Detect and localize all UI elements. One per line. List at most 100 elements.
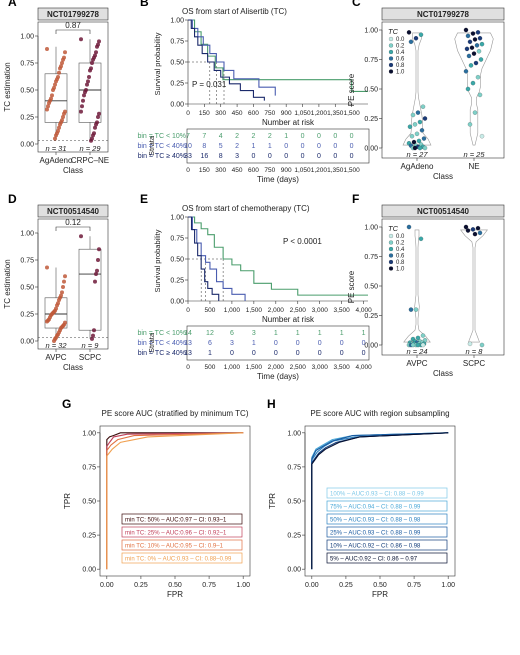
data-point [463, 224, 469, 230]
x-tick-label: 1,000 [224, 307, 241, 314]
strip-title: NCT01799278 [47, 10, 100, 19]
at-risk-count: 0 [301, 153, 305, 160]
x-axis-label: Class [63, 363, 83, 372]
risk-table-frame [186, 128, 370, 164]
x-tick-label: 0.00 [305, 582, 319, 589]
at-risk-count: 12 [206, 330, 214, 337]
data-point [475, 74, 481, 80]
x-tick-label: 900 [281, 110, 292, 117]
strip [37, 7, 109, 21]
data-point [60, 61, 64, 65]
at-risk-count: 3 [230, 340, 234, 347]
x-tick-label: 0.25 [134, 582, 148, 589]
data-point [91, 57, 95, 62]
y-tick-label: 0.25 [170, 81, 184, 88]
y-tick-label: 0.50 [287, 499, 301, 506]
at-risk-count: 2 [235, 133, 239, 140]
data-point [90, 336, 94, 341]
at-risk-count: 0 [362, 350, 366, 357]
y-tick-label: 0.75 [364, 57, 378, 64]
data-point [95, 268, 99, 273]
risk-x-tick-label: 1,200 [311, 167, 328, 174]
y-axis-label: PE score [347, 270, 356, 303]
data-point [466, 53, 472, 59]
data-point [406, 224, 412, 230]
data-point [470, 227, 476, 232]
y-tick-label: 1.00 [364, 225, 378, 232]
data-point [479, 133, 485, 139]
at-risk-count: 0 [333, 133, 337, 140]
data-point [463, 27, 469, 33]
plot-frame [37, 218, 109, 350]
legend-label: 0.6 [396, 254, 405, 260]
y-tick-label: 0.00 [364, 343, 378, 350]
at-risk-count: 0 [301, 143, 305, 150]
legend-label: 10% – AUC:0.92 – CI: 0.86 – 0.98 [330, 544, 421, 550]
roc-curve [106, 432, 244, 570]
data-point [477, 230, 483, 236]
x-tick-label: 1,500 [246, 307, 263, 314]
data-point [45, 319, 49, 324]
data-point [422, 116, 428, 121]
x-tick-label: 2,500 [290, 307, 307, 314]
strata-label: bin = TC < 10% [137, 330, 186, 337]
x-tick-label: AVPC [406, 359, 427, 368]
data-point [467, 341, 473, 347]
strip [381, 204, 505, 218]
data-point [471, 51, 477, 56]
data-point [470, 31, 476, 36]
at-risk-count: 7 [186, 133, 190, 140]
risk-table-frame [186, 325, 370, 361]
data-point [50, 93, 54, 98]
legend-label: 5% – AUC:0.92 – CI: 0.86 – 0.97 [330, 557, 418, 563]
y-tick-label: 0.25 [82, 533, 96, 540]
data-point [463, 69, 469, 74]
y-tick-label: 0.25 [20, 312, 34, 319]
data-point [55, 303, 59, 308]
roc-curve [311, 432, 449, 570]
panel-letter-B: B [140, 0, 149, 9]
y-axis-label: Survival probability [153, 32, 162, 95]
x-tick-label: 150 [199, 110, 210, 117]
data-point [472, 37, 478, 42]
km-curve [188, 19, 276, 96]
y-tick-label: 0.75 [20, 61, 34, 68]
data-point [88, 68, 92, 73]
data-point [90, 61, 94, 65]
legend-swatch [388, 246, 394, 252]
risk-x-tick-label: 0 [186, 364, 190, 371]
km-curve [188, 19, 368, 92]
strata-label: bin = TC < 10% [137, 133, 186, 140]
data-point [91, 333, 95, 338]
legend-box [121, 526, 243, 538]
km-curve [188, 19, 265, 101]
at-risk-count: 13 [184, 350, 192, 357]
at-risk-count: 5 [219, 143, 223, 150]
group-n: n = 9 [82, 341, 100, 350]
data-point [412, 122, 418, 127]
data-point [420, 104, 426, 109]
y-tick-label: 0.50 [20, 285, 34, 292]
data-point [413, 307, 419, 312]
data-point [52, 339, 56, 343]
risk-x-tick-label: 3,500 [334, 364, 351, 371]
data-point [82, 93, 86, 98]
data-point [409, 133, 415, 139]
x-axis-label: FPR [372, 590, 388, 599]
data-point [57, 70, 61, 75]
legend-box [121, 539, 243, 551]
risk-x-tick-label: 0 [186, 167, 190, 174]
at-risk-count: 2 [252, 133, 256, 140]
legend-label: 0.2 [396, 241, 405, 247]
y-tick-label: 0.00 [82, 567, 96, 574]
legend-swatch [388, 36, 394, 42]
box [44, 297, 68, 329]
at-risk-count: 0 [268, 153, 272, 160]
legend-box [326, 526, 448, 538]
data-point [57, 297, 61, 302]
data-point [417, 145, 423, 151]
panel-letter-D: D [8, 192, 17, 206]
data-point [57, 125, 61, 130]
